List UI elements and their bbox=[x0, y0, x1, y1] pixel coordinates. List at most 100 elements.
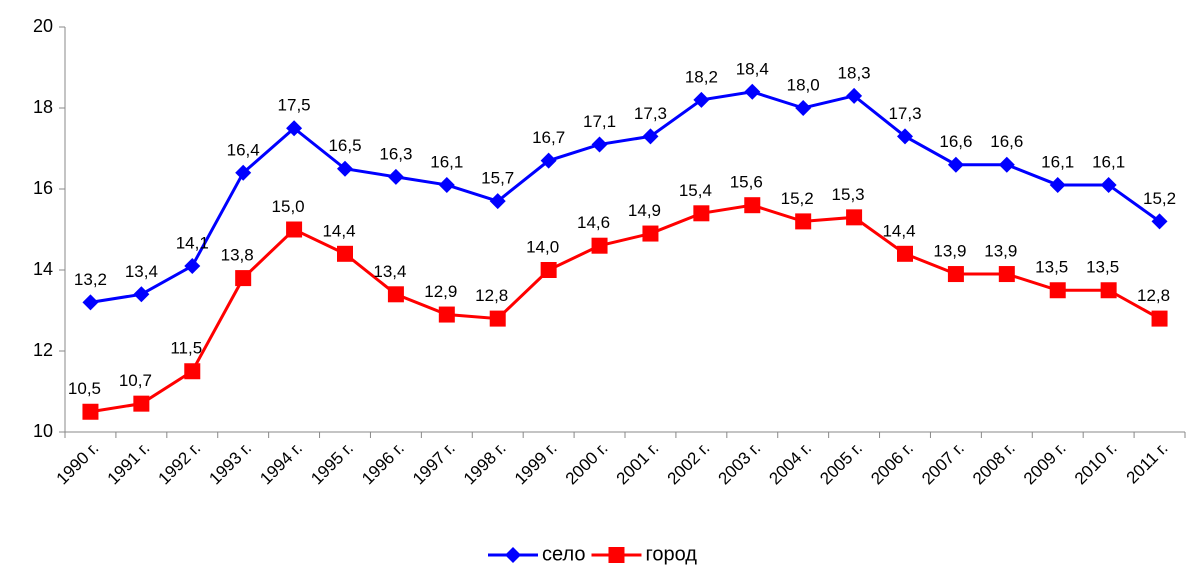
series-line bbox=[90, 90, 1161, 304]
data-label: 16,5 bbox=[328, 136, 361, 155]
x-tick-label: 1999 г. bbox=[511, 439, 561, 489]
data-label: 15,6 bbox=[730, 173, 763, 192]
point bbox=[998, 156, 1015, 173]
point bbox=[846, 209, 863, 226]
x-tick-label: 2003 г. bbox=[714, 439, 764, 489]
x-tick-label: 1997 г. bbox=[409, 439, 459, 489]
data-label: 13,4 bbox=[125, 262, 158, 281]
point bbox=[1100, 176, 1117, 193]
point bbox=[387, 168, 404, 185]
point bbox=[133, 395, 150, 412]
legend-marker bbox=[505, 547, 521, 563]
data-label: 13,9 bbox=[933, 242, 966, 261]
y-tick-label: 18 bbox=[33, 97, 53, 117]
x-tick-label: 2010 г. bbox=[1071, 439, 1121, 489]
data-label: 10,5 bbox=[68, 379, 101, 398]
point bbox=[184, 257, 201, 274]
x-tick-label: 2005 г. bbox=[816, 439, 866, 489]
data-label: 12,8 bbox=[1137, 286, 1170, 305]
data-label: 18,0 bbox=[787, 75, 820, 94]
data-label: 17,1 bbox=[583, 112, 616, 131]
y-tick-label: 14 bbox=[33, 259, 53, 279]
point bbox=[1151, 310, 1168, 327]
x-tick-label: 1995 г. bbox=[307, 439, 357, 489]
data-label: 17,3 bbox=[888, 104, 921, 123]
y-tick-label: 20 bbox=[33, 16, 53, 36]
series-line bbox=[90, 203, 1161, 414]
data-label: 13,4 bbox=[373, 262, 406, 281]
point bbox=[235, 270, 252, 287]
point bbox=[1151, 213, 1168, 230]
point bbox=[693, 91, 710, 108]
point bbox=[1049, 282, 1066, 299]
data-label: 18,2 bbox=[685, 67, 718, 86]
data-label: 15,0 bbox=[272, 197, 305, 216]
data-label: 16,1 bbox=[1041, 152, 1074, 171]
data-label: 15,2 bbox=[1143, 189, 1176, 208]
x-tick-label: 1991 г. bbox=[104, 439, 154, 489]
data-label: 16,6 bbox=[939, 132, 972, 151]
x-tick-label: 2001 г. bbox=[613, 439, 663, 489]
data-label: 13,5 bbox=[1086, 258, 1119, 277]
data-label: 14,1 bbox=[176, 233, 209, 252]
data-label: 15,3 bbox=[832, 185, 865, 204]
data-label: 16,1 bbox=[1092, 152, 1125, 171]
data-label: 16,4 bbox=[227, 140, 260, 159]
point bbox=[1049, 176, 1066, 193]
data-label: 14,0 bbox=[526, 237, 559, 256]
point bbox=[744, 83, 761, 100]
point bbox=[286, 120, 303, 137]
x-tick-label: 2002 г. bbox=[664, 439, 714, 489]
data-label: 14,6 bbox=[577, 213, 610, 232]
point bbox=[438, 306, 455, 323]
point bbox=[947, 156, 964, 173]
data-label: 15,2 bbox=[781, 189, 814, 208]
data-label: 16,6 bbox=[990, 132, 1023, 151]
y-tick-label: 12 bbox=[33, 340, 53, 360]
data-label: 18,4 bbox=[736, 59, 769, 78]
x-tick-label: 2009 г. bbox=[1020, 439, 1070, 489]
x-tick-label: 2004 г. bbox=[765, 439, 815, 489]
data-label: 15,4 bbox=[679, 181, 712, 200]
data-label: 14,4 bbox=[882, 221, 915, 240]
data-label: 16,1 bbox=[430, 152, 463, 171]
point bbox=[642, 225, 659, 242]
legend-label: село bbox=[542, 543, 585, 565]
point bbox=[744, 197, 761, 214]
x-tick-label: 2008 г. bbox=[969, 439, 1019, 489]
data-label: 17,3 bbox=[634, 104, 667, 123]
point bbox=[693, 205, 710, 222]
x-tick-label: 1992 г. bbox=[154, 439, 204, 489]
point bbox=[438, 176, 455, 193]
point bbox=[540, 262, 557, 278]
x-tick-label: 1998 г. bbox=[460, 439, 510, 489]
data-label: 16,3 bbox=[379, 144, 412, 163]
point bbox=[235, 164, 252, 181]
data-label: 12,9 bbox=[424, 282, 457, 301]
point bbox=[795, 100, 812, 116]
point bbox=[591, 237, 608, 254]
point bbox=[540, 152, 557, 169]
point bbox=[1100, 282, 1117, 299]
point bbox=[846, 87, 863, 104]
data-label: 12,8 bbox=[475, 286, 508, 305]
point bbox=[337, 160, 353, 177]
x-tick-label: 2011 г. bbox=[1123, 439, 1172, 488]
x-tick-label: 1993 г. bbox=[205, 439, 255, 489]
point bbox=[82, 294, 99, 311]
point bbox=[947, 266, 964, 283]
x-tick-label: 2006 г. bbox=[867, 439, 917, 489]
point bbox=[133, 286, 150, 303]
point bbox=[286, 221, 303, 238]
data-label: 13,5 bbox=[1035, 258, 1068, 277]
point bbox=[795, 213, 812, 230]
x-tick-label: 2007 г. bbox=[918, 439, 968, 489]
data-label: 16,7 bbox=[532, 128, 565, 147]
point bbox=[897, 245, 913, 262]
point bbox=[642, 128, 659, 145]
data-label: 14,4 bbox=[322, 221, 355, 240]
point bbox=[897, 128, 913, 145]
data-label: 14,9 bbox=[628, 201, 661, 220]
y-tick-label: 10 bbox=[33, 421, 53, 441]
